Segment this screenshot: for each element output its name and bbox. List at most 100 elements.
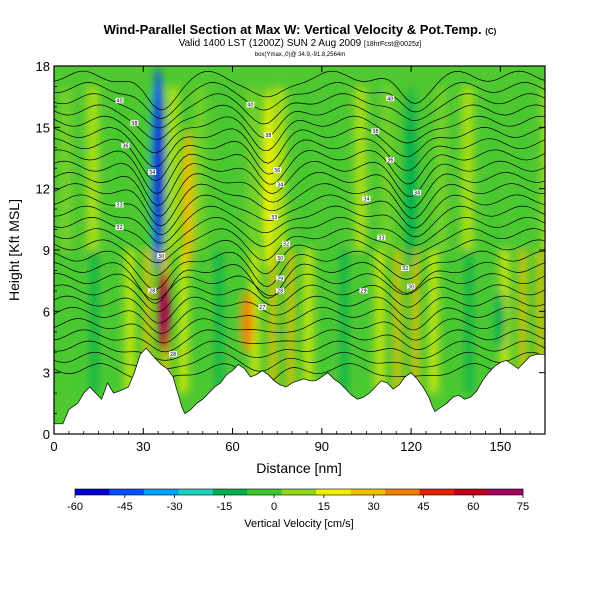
theta-contour (54, 329, 545, 353)
contour-label: 40 (116, 98, 122, 104)
x-tick-label: 60 (225, 439, 239, 454)
theta-contour (54, 284, 545, 313)
chart-title: Wind-Parallel Section at Max W: Vertical… (104, 22, 497, 37)
colorbar-tick-label: 60 (467, 501, 479, 513)
contour-label: 30 (408, 285, 414, 291)
theta-contour (54, 228, 545, 264)
contour-label: 32 (283, 242, 289, 248)
velocity-cell (140, 86, 153, 250)
velocity-cell (339, 250, 349, 394)
contour-label-bg (276, 181, 285, 188)
colorbar-swatch (350, 489, 386, 495)
theta-contour (54, 183, 545, 227)
velocity-cell (300, 86, 313, 250)
colorbar-tick-label: 0 (271, 501, 277, 513)
velocity-cell (86, 86, 99, 250)
contour-label: 28 (149, 289, 155, 295)
contour-label: 30 (277, 256, 283, 262)
velocity-cell (393, 250, 403, 394)
y-tick-label: 0 (43, 427, 50, 442)
theta-contour (54, 149, 545, 195)
contour-label-bg (121, 142, 130, 149)
velocity-cell (303, 250, 313, 394)
colorbar-tick-label: 45 (417, 501, 429, 513)
colorbar-swatch (178, 489, 214, 495)
colorbar-swatch (143, 489, 179, 495)
velocity-cell (482, 250, 492, 394)
contour-label-bg (258, 304, 267, 310)
vertical-velocity-field (54, 66, 545, 394)
theta-contour (54, 82, 545, 119)
velocity-core (161, 284, 168, 339)
theta-contour (54, 216, 545, 253)
x-axis: 0 30 60 90 120 150 (50, 66, 546, 454)
velocity-cell (357, 250, 367, 394)
contour-label: 38 (131, 121, 137, 127)
velocity-cell (518, 250, 528, 394)
velocity-cell (59, 86, 72, 250)
contour-label: 29 (277, 276, 283, 282)
theta-contour (54, 340, 545, 361)
velocity-cell (446, 250, 456, 394)
velocity-cell (113, 86, 126, 250)
colorbar-swatch (109, 489, 145, 495)
velocity-cell (193, 86, 206, 250)
velocity-cell (167, 86, 179, 250)
contour-label-bg (386, 157, 395, 163)
contour-label: 36 (122, 143, 128, 149)
contour-label: 30 (158, 254, 164, 260)
contour-label: 40 (247, 103, 253, 109)
colorbar-swatch (454, 489, 489, 495)
theta-contour (54, 171, 545, 217)
theta-contour (54, 93, 545, 129)
x-tick-label: 90 (315, 439, 329, 454)
velocity-cell (214, 250, 224, 394)
theta-contour (54, 273, 545, 301)
velocity-cell (89, 250, 99, 394)
contour-label-bg (169, 351, 178, 357)
colorbar-frame (74, 488, 524, 496)
contour-label-bg (115, 224, 124, 231)
x-tick-label: 120 (400, 439, 422, 454)
contour-label-bg (386, 95, 395, 102)
theta-contour (54, 70, 545, 111)
velocity-feature (494, 290, 507, 353)
contour-label: 29 (360, 289, 366, 295)
colorbar-tick-label: -15 (216, 501, 232, 513)
colorbar: -60 -45 -30 -15 0 15 30 45 60 75 (67, 488, 529, 513)
contour-label: 28 (170, 352, 176, 358)
y-tick-label: 9 (43, 243, 50, 258)
y-tick-label: 18 (36, 59, 50, 74)
x-axis-label: Distance [nm] (256, 460, 342, 476)
velocity-cell (143, 250, 153, 394)
velocity-core (244, 301, 251, 342)
y-tick-label: 6 (43, 304, 50, 319)
terrain-mask (54, 347, 545, 434)
colorbar-swatch (247, 489, 283, 495)
contour-label: 34 (277, 182, 283, 188)
velocity-cell (428, 250, 438, 394)
velocity-cell (488, 86, 501, 250)
velocity-cell (125, 250, 135, 394)
y-axis-label: Height [Kft MSL] (6, 199, 22, 301)
velocity-cell (536, 250, 545, 394)
velocity-cell (178, 250, 188, 394)
x-tick-label: 150 (490, 439, 512, 454)
velocity-cell (464, 250, 474, 394)
contour-label: 38 (372, 129, 378, 135)
velocity-cell (232, 250, 242, 394)
contour-label-bg (270, 214, 279, 220)
contour-label: 33 (271, 215, 277, 221)
contour-label-bg (371, 128, 380, 134)
contour-label-bg (115, 97, 124, 104)
velocity-cell (381, 86, 394, 250)
theta-contour (54, 127, 545, 168)
contour-label-bg (276, 275, 285, 282)
contour-label: 36 (387, 158, 393, 164)
velocity-core (155, 100, 162, 237)
contour-label-bg (282, 240, 291, 247)
plot-area: 40 38 36 33 32 30 34 28 40 38 36 34 33 32 30 29 28 27 40 38… (54, 66, 545, 434)
contour-label-bg (273, 167, 282, 173)
contour-label-bg (276, 255, 285, 261)
colorbar-tick-label: 30 (368, 501, 380, 513)
